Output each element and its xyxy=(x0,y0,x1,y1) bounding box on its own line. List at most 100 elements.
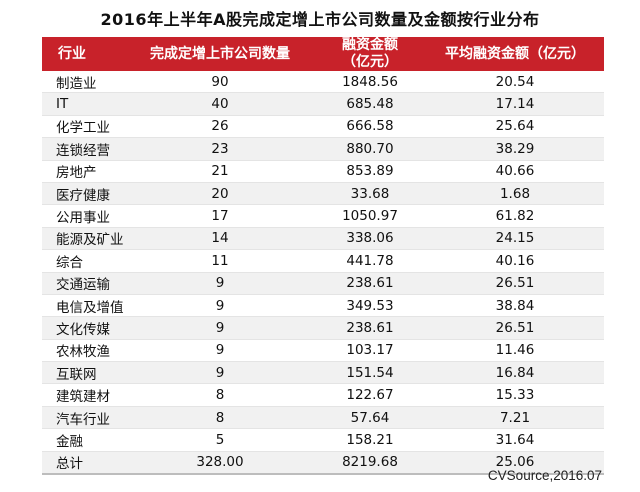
table-title: 2016年上半年A股完成定增上市公司数量及金额按行业分布 xyxy=(100,10,540,29)
cell-avg: 26.51 xyxy=(426,272,604,295)
cell-industry: 互联网 xyxy=(42,361,126,385)
cell-industry: 交通运输 xyxy=(42,272,126,295)
cell-industry: IT xyxy=(42,92,126,116)
cell-count: 11 xyxy=(126,249,314,273)
cell-count: 9 xyxy=(126,294,314,318)
table-row: 综合 11 441.78 40.16 xyxy=(42,249,604,273)
table-row: 金融 5 158.21 31.64 xyxy=(42,428,604,452)
cell-count: 26 xyxy=(126,115,314,139)
cell-amount: 349.53 xyxy=(314,294,426,318)
cell-count: 5 xyxy=(126,428,314,452)
cell-industry: 汽车行业 xyxy=(42,406,126,430)
table-row: 汽车行业 8 57.64 7.21 xyxy=(42,406,604,430)
cell-amount: 338.06 xyxy=(314,227,426,251)
cell-count: 8 xyxy=(126,383,314,407)
cell-avg: 26.51 xyxy=(426,316,604,340)
cell-avg: 25.64 xyxy=(426,115,604,139)
cell-industry: 化学工业 xyxy=(42,115,126,139)
table-row: 交通运输 9 238.61 26.51 xyxy=(42,272,604,295)
table-row: 制造业 90 1848.56 20.54 xyxy=(42,71,604,94)
cell-avg: 38.84 xyxy=(426,294,604,318)
cell-amount: 238.61 xyxy=(314,316,426,340)
header-industry: 行业 xyxy=(42,37,126,71)
cell-avg: 40.16 xyxy=(426,249,604,273)
cell-amount: 103.17 xyxy=(314,339,426,363)
table-row: 农林牧渔 9 103.17 11.46 xyxy=(42,339,604,363)
cell-avg: 17.14 xyxy=(426,92,604,116)
cell-industry: 房地产 xyxy=(42,160,126,183)
cell-industry: 连锁经营 xyxy=(42,137,126,161)
cell-avg: 61.82 xyxy=(426,204,604,228)
cell-count: 17 xyxy=(126,204,314,228)
cell-count: 9 xyxy=(126,316,314,340)
cell-avg: 24.15 xyxy=(426,227,604,251)
cell-count: 23 xyxy=(126,137,314,161)
cell-industry: 文化传媒 xyxy=(42,316,126,340)
cell-count: 9 xyxy=(126,361,314,385)
cell-industry: 医疗健康 xyxy=(42,182,126,206)
header-count: 完成定增上市公司数量 xyxy=(126,37,314,71)
cell-count: 40 xyxy=(126,92,314,116)
cell-amount: 441.78 xyxy=(314,249,426,273)
cell-avg: 20.54 xyxy=(426,71,604,94)
cell-count: 21 xyxy=(126,160,314,183)
cell-avg: 31.64 xyxy=(426,428,604,452)
table-row: IT 40 685.48 17.14 xyxy=(42,92,604,116)
cell-avg: 15.33 xyxy=(426,383,604,407)
industry-table: 行业 完成定增上市公司数量 融资金额 （亿元） 平均融资金额（亿元） 制造业 90… xyxy=(42,37,604,476)
cell-industry: 综合 xyxy=(42,249,126,273)
cell-count: 9 xyxy=(126,272,314,295)
table-row: 能源及矿业 14 338.06 24.15 xyxy=(42,227,604,251)
cell-amount: 666.58 xyxy=(314,115,426,139)
header-amount: 融资金额 （亿元） xyxy=(314,37,426,71)
table-row: 公用事业 17 1050.97 61.82 xyxy=(42,204,604,228)
cell-amount: 158.21 xyxy=(314,428,426,452)
table-row: 电信及增值 9 349.53 38.84 xyxy=(42,294,604,318)
cell-industry: 总计 xyxy=(42,451,126,476)
cell-amount: 122.67 xyxy=(314,383,426,407)
header-row: 行业 完成定增上市公司数量 融资金额 （亿元） 平均融资金额（亿元） xyxy=(42,37,604,71)
cell-avg: 25.06 xyxy=(426,451,604,476)
cell-industry: 制造业 xyxy=(42,71,126,94)
table-body: 制造业 90 1848.56 20.54 IT 40 685.48 17.14 化学工业 26 66… xyxy=(42,71,604,476)
cell-amount: 853.89 xyxy=(314,160,426,183)
cell-industry: 能源及矿业 xyxy=(42,227,126,251)
cell-amount: 151.54 xyxy=(314,361,426,385)
cell-amount: 8219.68 xyxy=(314,451,426,476)
source-note: CVSource,2016.07 xyxy=(487,468,602,483)
cell-count: 8 xyxy=(126,406,314,430)
table-row: 化学工业 26 666.58 25.64 xyxy=(42,115,604,139)
cell-amount: 1848.56 xyxy=(314,71,426,94)
table-row: 连锁经营 23 880.70 38.29 xyxy=(42,137,604,161)
header-amount-line1: 融资金额 xyxy=(342,37,398,53)
table-row: 互联网 9 151.54 16.84 xyxy=(42,361,604,385)
cell-avg: 16.84 xyxy=(426,361,604,385)
table-row-total: 总计 328.00 8219.68 25.06 xyxy=(42,451,604,476)
cell-amount: 880.70 xyxy=(314,137,426,161)
cell-avg: 1.68 xyxy=(426,182,604,206)
cell-industry: 金融 xyxy=(42,428,126,452)
cell-industry: 电信及增值 xyxy=(42,294,126,318)
table-row: 建筑建材 8 122.67 15.33 xyxy=(42,383,604,407)
cell-amount: 238.61 xyxy=(314,272,426,295)
cell-count: 14 xyxy=(126,227,314,251)
cell-industry: 建筑建材 xyxy=(42,383,126,407)
cell-amount: 1050.97 xyxy=(314,204,426,228)
cell-industry: 公用事业 xyxy=(42,204,126,228)
cell-count: 9 xyxy=(126,339,314,363)
cell-avg: 7.21 xyxy=(426,406,604,430)
cell-count: 328.00 xyxy=(126,451,314,476)
table-row: 文化传媒 9 238.61 26.51 xyxy=(42,316,604,340)
table-row: 医疗健康 20 33.68 1.68 xyxy=(42,182,604,206)
cell-count: 20 xyxy=(126,182,314,206)
cell-amount: 33.68 xyxy=(314,182,426,206)
cell-avg: 11.46 xyxy=(426,339,604,363)
header-amount-line2: （亿元） xyxy=(342,54,398,70)
cell-industry: 农林牧渔 xyxy=(42,339,126,363)
cell-avg: 38.29 xyxy=(426,137,604,161)
cell-amount: 685.48 xyxy=(314,92,426,116)
header-avg: 平均融资金额（亿元） xyxy=(426,37,604,71)
cell-amount: 57.64 xyxy=(314,406,426,430)
table-row: 房地产 21 853.89 40.66 xyxy=(42,160,604,183)
cell-avg: 40.66 xyxy=(426,160,604,183)
